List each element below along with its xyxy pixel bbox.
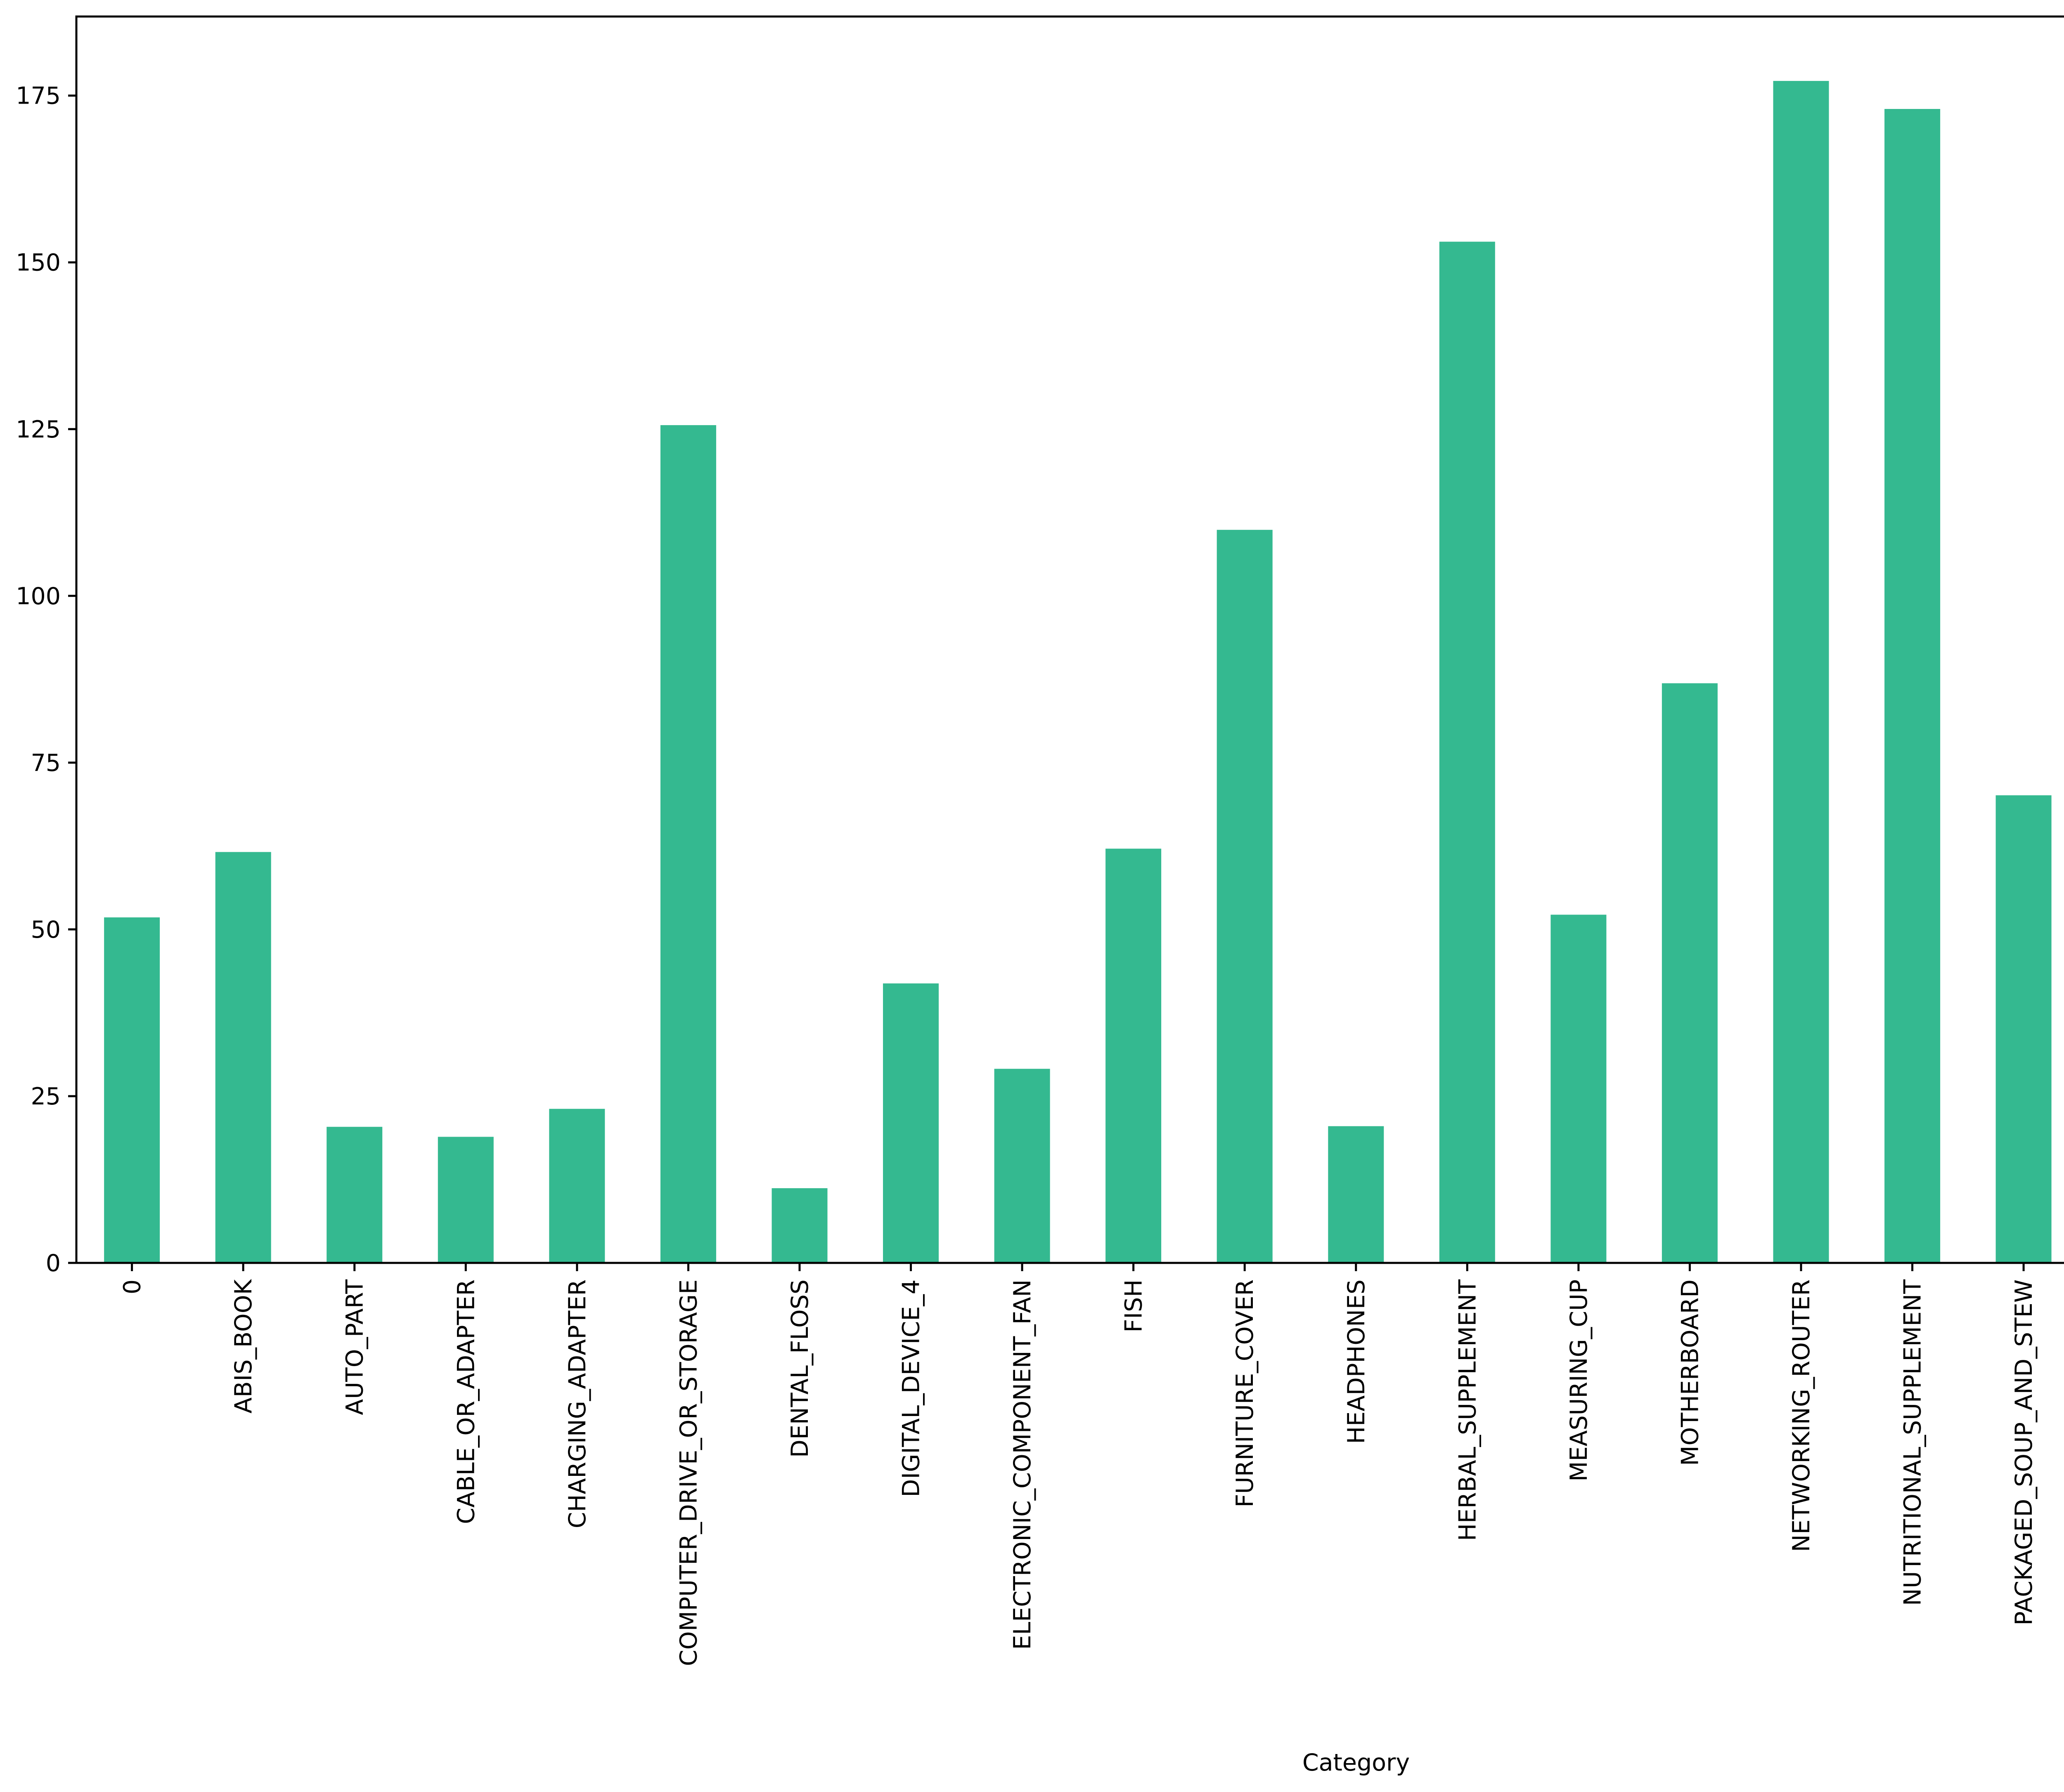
bar-networking-router bbox=[1773, 81, 1829, 1263]
x-tick-label: NETWORKING_ROUTER bbox=[1788, 1279, 1815, 1552]
x-axis-title: Category bbox=[1302, 1749, 1410, 1776]
x-tick-label: MEASURING_CUP bbox=[1565, 1279, 1593, 1482]
x-tick-label: FISH bbox=[1120, 1279, 1148, 1333]
y-tick-label: 50 bbox=[31, 916, 61, 943]
bar-nutritional-supplement bbox=[1884, 109, 1941, 1263]
bar-0 bbox=[104, 917, 160, 1263]
bar-furniture-cover bbox=[1217, 530, 1273, 1263]
x-tick-label: NUTRITIONAL_SUPPLEMENT bbox=[1899, 1279, 1927, 1606]
y-tick-label: 0 bbox=[46, 1250, 61, 1277]
y-tick-label: 175 bbox=[16, 83, 61, 110]
bar-packaged-soup-and-stew bbox=[1995, 795, 2052, 1263]
x-tick-label: PACKAGED_SOUP_AND_STEW bbox=[2010, 1279, 2038, 1626]
y-tick-label: 75 bbox=[31, 749, 61, 777]
x-tick-label: DIGITAL_DEVICE_4 bbox=[898, 1279, 925, 1497]
x-tick-label: ELECTRONIC_COMPONENT_FAN bbox=[1009, 1279, 1036, 1650]
bar-fish bbox=[1105, 849, 1162, 1263]
bar-measuring-cup bbox=[1550, 915, 1607, 1263]
plot-frame bbox=[75, 15, 2064, 1264]
bar-electronic-component-fan bbox=[994, 1069, 1050, 1263]
bars-layer bbox=[104, 81, 2052, 1263]
x-tick-label: CABLE_OR_ADAPTER bbox=[452, 1279, 480, 1524]
x-tick-label: COMPUTER_DRIVE_OR_STORAGE bbox=[675, 1279, 702, 1666]
y-tick-label: 150 bbox=[16, 249, 61, 277]
bar-herbal-supplement bbox=[1439, 241, 1495, 1263]
bar-abis-book bbox=[215, 852, 271, 1263]
y-tick-label: 25 bbox=[31, 1083, 61, 1110]
bar-dental-floss bbox=[772, 1188, 828, 1263]
x-tick-label: 0 bbox=[119, 1279, 146, 1294]
x-tick-label: HERBAL_SUPPLEMENT bbox=[1454, 1279, 1481, 1541]
bar-auto-part bbox=[327, 1127, 383, 1263]
bar-digital-device-4 bbox=[883, 983, 939, 1263]
bar-headphones bbox=[1328, 1126, 1384, 1263]
y-axis: 0 25 50 75 100 125 150 175 bbox=[16, 83, 76, 1277]
bar-charging-adapter bbox=[549, 1109, 605, 1263]
x-tick-label: AUTO_PART bbox=[341, 1279, 369, 1415]
bar-computer-drive-or-storage bbox=[660, 425, 716, 1263]
bar-cable-or-adapter bbox=[438, 1137, 494, 1263]
y-tick-label: 125 bbox=[16, 416, 61, 443]
x-tick-label: MOTHERBOARD bbox=[1676, 1279, 1704, 1466]
x-tick-label: DENTAL_FLOSS bbox=[786, 1279, 814, 1458]
x-tick-label: HEADPHONES bbox=[1343, 1279, 1370, 1444]
x-tick-label: FURNITURE_COVER bbox=[1231, 1279, 1259, 1508]
x-axis: 0 ABIS_BOOK AUTO_PART CABLE_OR_ADAPTER CHARG… bbox=[119, 1263, 2038, 1666]
y-tick-label: 100 bbox=[16, 583, 61, 610]
x-tick-label: ABIS_BOOK bbox=[230, 1279, 257, 1413]
bar-motherboard bbox=[1662, 683, 1718, 1263]
x-tick-label: CHARGING_ADAPTER bbox=[564, 1279, 591, 1528]
